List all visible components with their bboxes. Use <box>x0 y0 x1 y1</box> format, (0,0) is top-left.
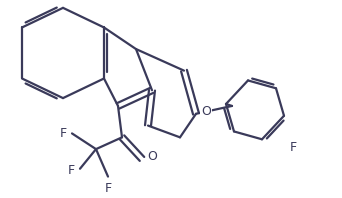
Text: F: F <box>60 127 67 140</box>
Text: F: F <box>68 164 75 177</box>
Text: O: O <box>201 105 211 118</box>
Text: O: O <box>147 150 157 164</box>
Text: F: F <box>290 141 297 154</box>
Text: F: F <box>104 183 111 195</box>
